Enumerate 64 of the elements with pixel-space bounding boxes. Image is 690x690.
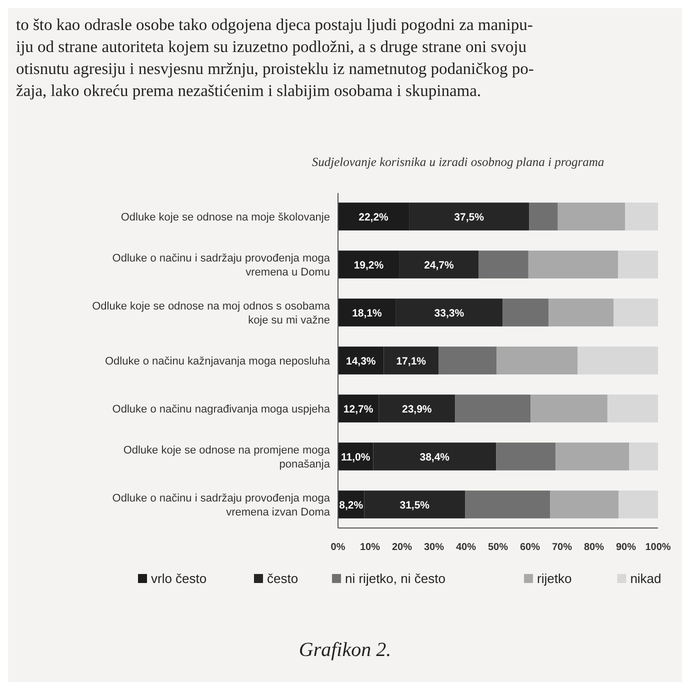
y-tick-label: Odluke o načinu i sadržaju provođenja moga vremena u Domu bbox=[112, 252, 331, 279]
x-tick-label: 60% bbox=[520, 542, 540, 553]
y-tick-label: Odluke koje se odnose na promjene moga ponašanja bbox=[123, 444, 331, 470]
x-tick-label: 40% bbox=[456, 542, 476, 553]
bar bbox=[530, 394, 608, 422]
bar bbox=[529, 202, 558, 230]
y-tick-label: Odluke o načinu kažnjavanja moga neposluha bbox=[104, 356, 331, 368]
bar bbox=[558, 202, 626, 230]
text: to što kao odrasle osobe tako odgojena djeca postaju ljudi pogodni za manipu- bbox=[16, 15, 533, 34]
data-label: 8,2% bbox=[339, 499, 364, 512]
data-label: 37,5% bbox=[454, 212, 485, 224]
x-tick-label: 30% bbox=[424, 542, 444, 553]
text: iju od strane autoriteta kojem su izuzetno podložni, a s druge strane oni svoju bbox=[16, 37, 526, 56]
data-label: 14,3% bbox=[346, 356, 376, 368]
text: otisnutu agresiju i nesvjesnu mržnju, proisteklu iz nametnutog podaničkog po- bbox=[16, 59, 534, 78]
bar bbox=[496, 346, 578, 374]
bar bbox=[614, 298, 658, 326]
bar bbox=[438, 346, 497, 374]
legend-label: nikad bbox=[630, 571, 662, 586]
bar bbox=[502, 298, 549, 326]
legend-label: vrlo često bbox=[151, 571, 207, 586]
y-tick-label: Odluke o načinu nagrađivanja moga uspjeha bbox=[112, 403, 331, 416]
bar bbox=[629, 442, 658, 470]
bar bbox=[550, 490, 619, 518]
data-label: 38,4% bbox=[420, 451, 450, 464]
x-tick-label: 70% bbox=[552, 542, 572, 553]
legend-label: rijetko bbox=[537, 571, 572, 586]
y-tick-label: Odluke o načinu i sadržaju provođenja moga vremena izvan Doma bbox=[112, 492, 331, 518]
legend-label: ni rijetko, ni često bbox=[345, 571, 446, 586]
data-label: 22,2% bbox=[358, 212, 390, 224]
x-tick-label: 90% bbox=[616, 542, 636, 553]
data-label: 17,1% bbox=[396, 356, 427, 368]
bar bbox=[496, 442, 556, 470]
x-tick-label: 0% bbox=[330, 542, 346, 553]
y-tick-label: Odluke koje se odnose na moje školovanje bbox=[120, 212, 330, 224]
data-label: 31,5% bbox=[400, 499, 430, 512]
x-tick-label: 20% bbox=[392, 542, 412, 553]
bar bbox=[618, 250, 658, 278]
bar bbox=[618, 490, 658, 518]
y-tick-label: Odluke koje se odnose na moj odnos s osobama koje su mi važne bbox=[92, 300, 331, 327]
x-tick-label: 100% bbox=[645, 542, 671, 553]
bar bbox=[478, 250, 528, 278]
bar bbox=[455, 394, 531, 422]
x-tick-label: 80% bbox=[584, 542, 604, 553]
bar bbox=[625, 202, 658, 230]
bar bbox=[556, 442, 630, 470]
data-label: 33,3% bbox=[434, 308, 465, 320]
data-label: 18,1% bbox=[352, 308, 383, 320]
chart-title: Sudjelovanje korisnika u izradi osobnog plana i programa bbox=[312, 155, 604, 169]
x-tick-label: 10% bbox=[360, 542, 380, 553]
bar bbox=[528, 250, 618, 278]
data-label: 23,9% bbox=[402, 403, 432, 416]
text: žaja, lako okreću prema nezaštićenim i slabijim osobama i skupinama. bbox=[16, 81, 482, 100]
text: Grafikon 2. bbox=[298, 639, 392, 661]
bar bbox=[548, 298, 614, 326]
legend-label: često bbox=[267, 571, 298, 586]
x-tick-label: 50% bbox=[488, 542, 508, 553]
data-label: 19,2% bbox=[354, 260, 384, 272]
data-label: 12,7% bbox=[343, 403, 374, 416]
bar bbox=[578, 346, 658, 374]
bar bbox=[465, 490, 550, 518]
data-label: 11,0% bbox=[341, 451, 371, 464]
data-label: 24,7% bbox=[424, 260, 455, 272]
bar bbox=[607, 394, 658, 422]
